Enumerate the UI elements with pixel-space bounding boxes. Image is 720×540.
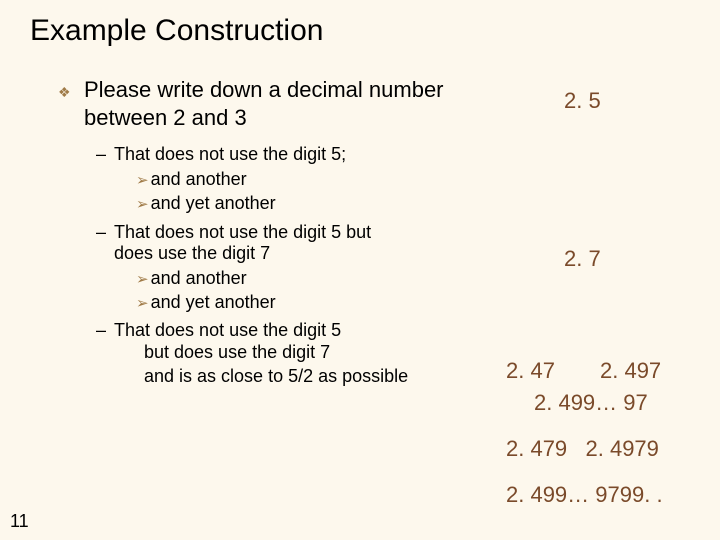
arrow-icon: ➢ [136,171,149,191]
slide-title: Example Construction [30,14,323,48]
slide: Example Construction ❖ Please write down… [0,0,720,540]
sub-item-3: –That does not use the digit 5 but does … [96,320,408,388]
sub2-line1: That does not use the digit 5 but [114,222,371,242]
answer-6: 2. 499… 9799. . [506,482,663,508]
sub3-line1: That does not use the digit 5 [114,320,341,340]
arrow-item: ➢and yet another [136,191,408,215]
answer-2: 2. 7 [564,246,601,272]
dash-icon: – [96,222,114,243]
sub1-arrow1: and yet another [151,193,276,213]
main-prompt: Please write down a decimal number betwe… [84,76,494,131]
slide-number: 11 [10,511,29,532]
sub2-line2: does use the digit 7 [114,243,270,263]
arrow-icon: ➢ [136,195,149,215]
arrow-item: ➢and yet another [136,290,408,314]
main-line1: Please write down a decimal number [84,77,444,102]
answer-4: 2. 499… 97 [534,390,648,416]
sub3-indent: but does use the digit 7 and is as close… [144,341,408,388]
sub3-line3: and is as close to 5/2 as possible [144,366,408,386]
arrow-item: ➢and another [136,266,408,290]
sub2-arrows: ➢and another ➢and yet another [136,266,408,315]
sub-item-1: –That does not use the digit 5; ➢and ano… [96,144,408,216]
arrow-icon: ➢ [136,294,149,314]
answer-3b: 2. 497 [600,358,661,384]
sub1-arrow0: and another [151,169,247,189]
answer-3a: 2. 47 [506,358,555,384]
sub2-arrow0: and another [151,268,247,288]
arrow-icon: ➢ [136,270,149,290]
main-line2: between 2 and 3 [84,105,247,130]
dash-icon: – [96,144,114,165]
dash-icon: – [96,320,114,341]
answer-5: 2. 479 2. 4979 [506,436,659,462]
sub1-arrows: ➢and another ➢and yet another [136,167,408,216]
diamond-icon: ❖ [58,84,71,101]
sub1-text: That does not use the digit 5; [114,144,346,164]
sub3-line2: but does use the digit 7 [144,342,330,362]
main-bullet: ❖ Please write down a decimal number bet… [58,76,494,131]
sub-list: –That does not use the digit 5; ➢and ano… [96,144,408,392]
sub2-arrow1: and yet another [151,292,276,312]
answer-1: 2. 5 [564,88,601,114]
arrow-item: ➢and another [136,167,408,191]
sub-item-2: –That does not use the digit 5 but does … [96,222,408,315]
